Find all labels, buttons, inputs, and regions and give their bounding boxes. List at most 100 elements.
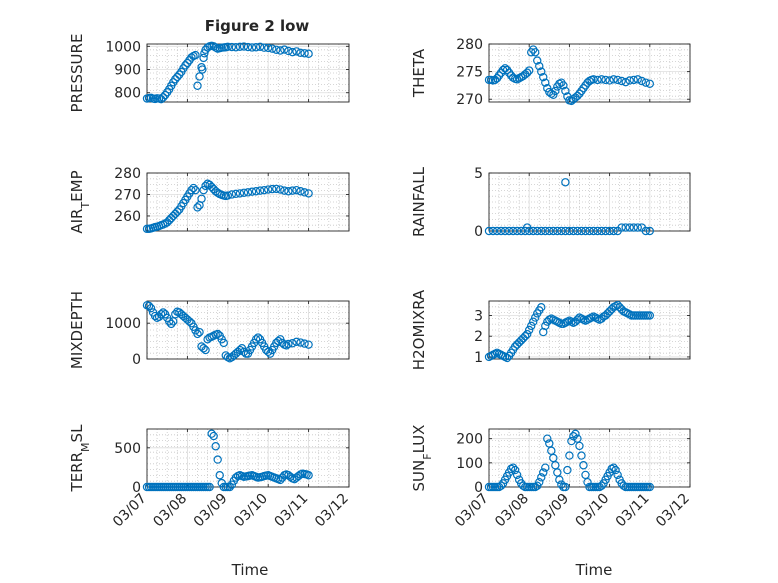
data-point (529, 317, 538, 326)
y-tick-label: 1000 (105, 39, 141, 55)
data-point (512, 470, 522, 480)
data-point (150, 311, 160, 321)
data-point (611, 465, 620, 475)
data-point (593, 75, 602, 85)
data-point (268, 44, 277, 53)
data-point (488, 226, 498, 236)
data-point (525, 66, 534, 75)
y-axis-label: SUNFLUX (410, 425, 434, 492)
data-point (531, 482, 540, 492)
data-point (209, 42, 218, 51)
data-point (199, 344, 208, 353)
data-point (617, 223, 626, 232)
y-tick-label: 1 (474, 350, 483, 366)
data-point (296, 48, 305, 58)
y-axis-label-part: AIR (68, 209, 86, 234)
data-point (292, 337, 301, 347)
data-point (537, 67, 546, 76)
data-point (239, 42, 249, 51)
data-point (195, 72, 204, 81)
data-point (504, 226, 514, 236)
data-point (559, 81, 568, 90)
data-point (272, 45, 281, 55)
data-point (619, 481, 628, 490)
data-point (223, 191, 232, 200)
data-point (215, 471, 224, 480)
data-point (199, 53, 208, 63)
data-point (553, 226, 562, 236)
subplot-6: 1 2 3 H2OMIXRA (410, 289, 691, 370)
data-point (541, 321, 550, 331)
y-tick-label: 900 (114, 63, 141, 79)
data-point (577, 451, 586, 460)
data-point (520, 332, 530, 341)
x-axis-label-right: Time (575, 561, 613, 579)
data-point (512, 226, 522, 236)
data-point (531, 313, 540, 322)
data-point (225, 482, 235, 492)
data-point (243, 188, 253, 197)
y-axis-label: RAINFALL (410, 166, 428, 237)
data-point (195, 327, 204, 337)
series-markers (484, 429, 655, 492)
data-point (633, 223, 642, 232)
data-point (645, 311, 655, 320)
data-point (304, 189, 313, 198)
data-point (227, 480, 237, 489)
data-point (522, 223, 532, 232)
series-markers (142, 179, 313, 234)
data-point (189, 183, 198, 193)
data-point (213, 455, 222, 464)
data-point (144, 301, 154, 311)
data-point (193, 329, 202, 339)
data-point (597, 75, 606, 84)
data-point (264, 185, 273, 194)
data-point (565, 451, 574, 460)
data-point (227, 190, 237, 199)
data-point (496, 226, 506, 236)
data-point (527, 321, 536, 331)
y-axis-label-sub: T (79, 202, 92, 210)
data-point (522, 68, 532, 77)
data-point (589, 75, 598, 84)
y-axis-label-sub: M (79, 442, 92, 452)
subplot-2: 270 275 280 THETA (410, 37, 691, 108)
data-point (173, 207, 182, 216)
data-point (577, 226, 586, 236)
data-point (609, 75, 618, 84)
data-point (551, 86, 560, 96)
data-point (535, 477, 544, 487)
data-point (573, 226, 582, 236)
y-axis-label-part: LUX (410, 425, 428, 454)
y-tick-label: 0 (474, 480, 483, 496)
axes-box (146, 300, 350, 360)
data-point (500, 226, 510, 236)
data-point (518, 481, 528, 490)
data-point (533, 226, 542, 236)
data-point (201, 345, 210, 355)
data-point (292, 47, 301, 56)
data-point (573, 315, 582, 324)
data-point (555, 475, 564, 484)
data-point (193, 203, 202, 212)
y-axis-label: THETA (410, 48, 428, 98)
data-point (243, 42, 253, 52)
data-point (264, 347, 273, 357)
data-point (207, 429, 216, 438)
data-point (601, 75, 610, 85)
data-point (613, 75, 622, 85)
data-point (276, 46, 285, 55)
data-point (284, 339, 293, 349)
data-point (579, 461, 588, 470)
data-point (199, 185, 208, 195)
data-point (235, 189, 245, 198)
data-point (231, 189, 241, 199)
data-point (569, 226, 578, 236)
data-point (288, 339, 297, 348)
series-markers (484, 300, 655, 363)
axes-box (488, 43, 691, 103)
data-point (213, 329, 222, 339)
data-point (641, 78, 650, 87)
data-point (255, 42, 265, 51)
data-point (575, 441, 584, 451)
